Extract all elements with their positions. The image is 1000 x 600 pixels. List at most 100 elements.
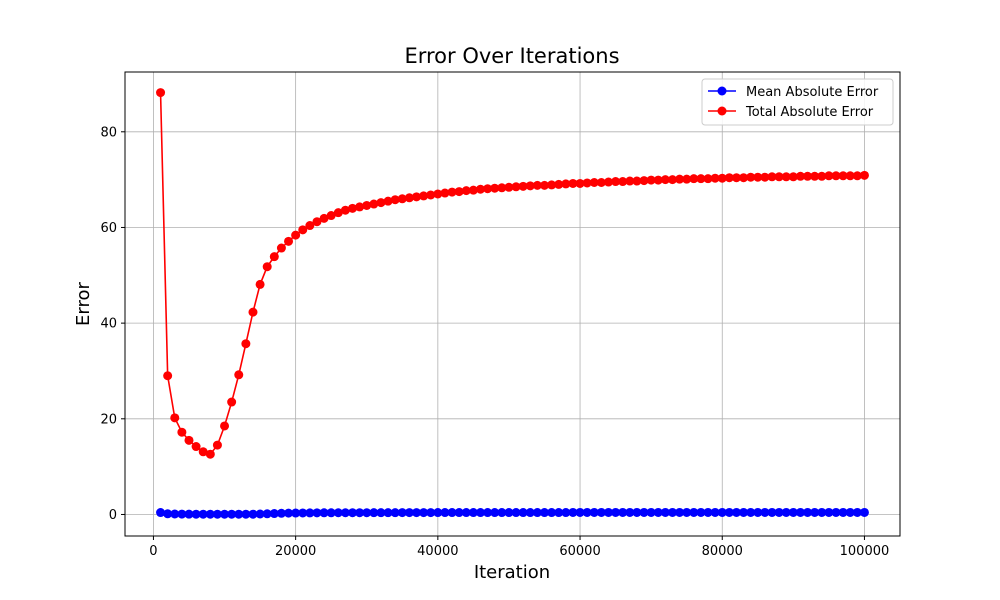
legend-label-mean: Mean Absolute Error	[746, 85, 879, 100]
total-absolute-error-point	[390, 195, 400, 205]
x-tick-label: 80000	[702, 544, 743, 559]
legend-marker-mean	[717, 86, 727, 96]
mean-absolute-error-point	[419, 508, 429, 518]
mean-absolute-error-point	[234, 509, 244, 519]
mean-absolute-error-point	[348, 508, 358, 518]
total-absolute-error-point	[781, 172, 791, 182]
total-absolute-error-point	[433, 189, 443, 199]
mean-absolute-error-point	[333, 508, 343, 518]
mean-absolute-error-point	[788, 507, 798, 517]
mean-absolute-error-point	[760, 507, 770, 517]
y-tick-label: 20	[100, 412, 117, 427]
total-absolute-error-point	[490, 183, 500, 193]
mean-absolute-error-point	[731, 507, 741, 517]
mean-absolute-error-point	[312, 508, 322, 518]
total-absolute-error-point	[440, 188, 450, 198]
total-absolute-error-point	[362, 200, 372, 210]
mean-absolute-error-point	[824, 507, 834, 517]
mean-absolute-error-point	[859, 507, 869, 517]
total-absolute-error-point	[817, 171, 827, 181]
mean-absolute-error-point	[589, 507, 599, 517]
mean-absolute-error-point	[198, 509, 208, 519]
total-absolute-error-point	[682, 174, 692, 184]
mean-absolute-error-point	[724, 507, 734, 517]
mean-absolute-error-point	[319, 508, 329, 518]
mean-absolute-error-point	[497, 508, 507, 518]
total-absolute-error-point	[397, 194, 407, 204]
mean-absolute-error-point	[774, 507, 784, 517]
total-absolute-error-point	[419, 191, 429, 201]
mean-absolute-error-point	[212, 509, 222, 519]
total-absolute-error-point	[291, 230, 301, 240]
legend-box	[701, 78, 894, 126]
total-absolute-error-point	[511, 182, 521, 192]
total-absolute-error-point	[212, 440, 222, 450]
mean-absolute-error-point	[831, 507, 841, 517]
total-absolute-error-point	[518, 181, 528, 191]
mean-absolute-error-point	[717, 507, 727, 517]
mean-absolute-error-point	[170, 509, 180, 519]
total-absolute-error-point	[731, 173, 741, 183]
mean-absolute-error-point	[532, 508, 542, 518]
mean-absolute-error-point	[632, 507, 642, 517]
total-absolute-error-point	[383, 196, 393, 206]
total-absolute-error-point	[689, 174, 699, 184]
mean-absolute-error-point	[852, 507, 862, 517]
total-absolute-error-point	[326, 211, 336, 221]
mean-absolute-error-point	[561, 508, 571, 518]
y-axis-title: Error	[73, 281, 94, 325]
mean-absolute-error-point	[511, 508, 521, 518]
total-absolute-error-point	[525, 181, 535, 191]
mean-absolute-error-point	[689, 507, 699, 517]
mean-absolute-error-point	[426, 508, 436, 518]
total-absolute-error-point	[753, 172, 763, 182]
mean-absolute-error-point	[355, 508, 365, 518]
mean-absolute-error-point	[227, 509, 237, 519]
total-absolute-error-point	[710, 173, 720, 183]
total-absolute-error-point	[284, 236, 294, 246]
total-absolute-error-point	[476, 184, 485, 194]
total-absolute-error-point	[234, 370, 244, 380]
mean-absolute-error-point	[412, 508, 422, 518]
mean-absolute-error-point	[476, 508, 485, 518]
total-absolute-error-point	[404, 193, 414, 203]
total-absolute-error-point	[852, 171, 862, 181]
total-absolute-error-point	[504, 182, 514, 192]
total-absolute-error-point	[603, 177, 613, 187]
total-absolute-error-point	[177, 427, 187, 437]
mean-absolute-error-point	[369, 508, 379, 518]
total-absolute-error-point	[838, 171, 848, 181]
total-absolute-error-point	[845, 171, 855, 181]
total-absolute-error-point	[412, 192, 422, 202]
plot-frame	[124, 71, 901, 537]
total-absolute-error-point	[859, 170, 869, 180]
total-absolute-error-point	[717, 173, 727, 183]
mean-absolute-error-point	[582, 507, 592, 517]
mean-absolute-error-point	[305, 508, 315, 518]
total-absolute-error-point	[632, 176, 642, 186]
total-absolute-error-point	[724, 173, 734, 183]
x-tick-label: 20000	[275, 544, 316, 559]
mean-absolute-error-point	[404, 508, 414, 518]
total-absolute-error-point	[767, 172, 777, 182]
total-absolute-error-point	[340, 205, 350, 215]
x-tick-label: 40000	[417, 544, 458, 559]
mean-absolute-error-point	[383, 508, 393, 518]
total-absolute-error-point	[298, 225, 308, 235]
total-absolute-error-point	[461, 186, 471, 196]
total-absolute-error-point	[276, 243, 286, 253]
mean-absolute-error-point	[838, 507, 848, 517]
total-absolute-error-point	[319, 213, 329, 223]
mean-absolute-error-point	[241, 509, 251, 519]
total-absolute-error-point	[625, 176, 635, 186]
total-absolute-error-point	[156, 88, 166, 98]
total-absolute-error-point	[269, 252, 279, 262]
total-absolute-error-point	[355, 202, 365, 212]
mean-absolute-error-point	[326, 508, 336, 518]
total-absolute-error-point	[198, 447, 208, 457]
total-absolute-error-point	[568, 178, 578, 188]
mean-absolute-error-point	[454, 508, 464, 518]
total-absolute-error-point	[803, 171, 813, 181]
mean-absolute-error-point	[205, 509, 215, 519]
